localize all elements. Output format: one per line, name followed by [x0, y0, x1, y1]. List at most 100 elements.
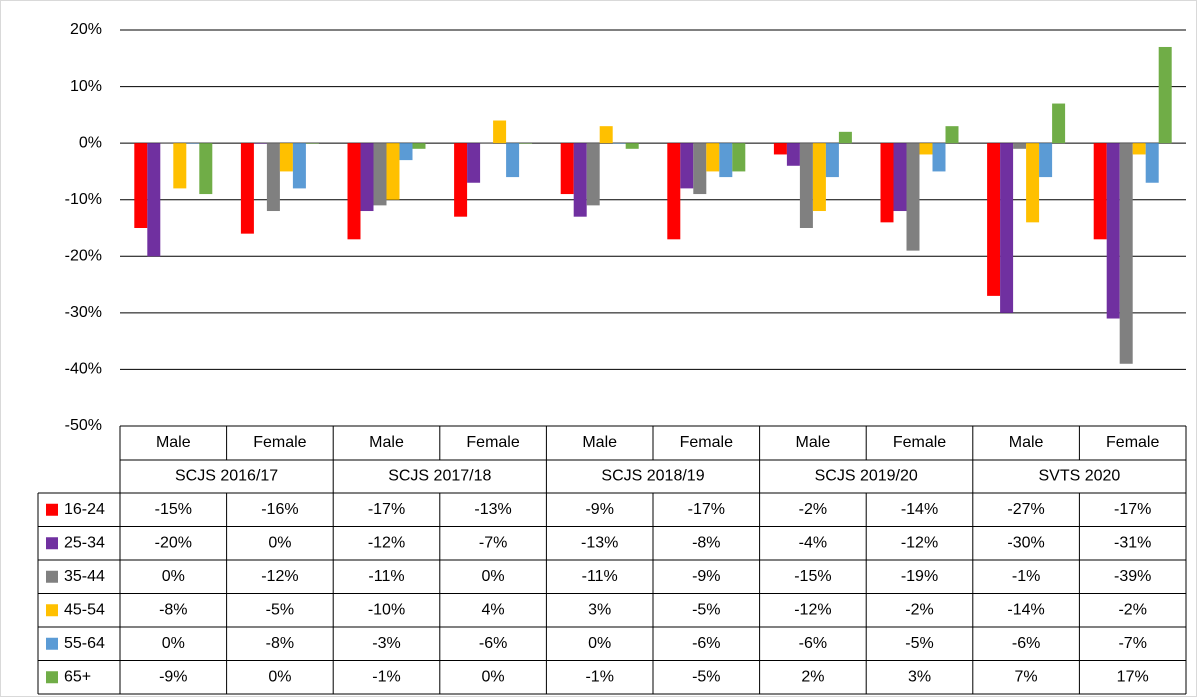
y-tick-label: -50%	[65, 417, 102, 434]
table-value: -12%	[901, 534, 938, 551]
table-value: -5%	[905, 635, 933, 652]
table-value: -2%	[905, 601, 933, 618]
bar	[786, 143, 800, 166]
table-value: 0%	[482, 568, 505, 585]
table-value: -39%	[1114, 568, 1151, 585]
bar	[347, 143, 361, 240]
x-tick-label: Female	[893, 434, 946, 451]
x-tick-label: Female	[253, 434, 306, 451]
bar	[880, 143, 894, 223]
table-value: -2%	[799, 501, 827, 518]
bar	[147, 143, 161, 257]
bar	[305, 143, 319, 144]
table-value: -7%	[1118, 635, 1146, 652]
bar	[1013, 143, 1027, 149]
bar	[1145, 143, 1159, 183]
bar	[1026, 143, 1040, 223]
bar	[412, 143, 426, 149]
table-value: -27%	[1007, 501, 1044, 518]
table-value: 0%	[268, 534, 291, 551]
bar	[454, 143, 468, 217]
x-tick-label: Female	[466, 434, 519, 451]
legend-key	[46, 671, 58, 684]
bar	[240, 143, 254, 234]
bar	[493, 120, 507, 144]
table-value: -8%	[692, 534, 720, 551]
legend-label: 45-54	[64, 601, 105, 618]
table-value: -6%	[692, 635, 720, 652]
table-value: -11%	[582, 568, 618, 585]
bar	[1052, 103, 1066, 144]
y-tick-label: -40%	[65, 361, 102, 378]
table-value: -8%	[266, 635, 294, 652]
table-value: -7%	[479, 534, 507, 551]
x-tick-label: Male	[582, 434, 617, 451]
table-value: -5%	[692, 601, 720, 618]
table-value: -9%	[585, 501, 613, 518]
table-value: -17%	[688, 501, 725, 518]
bar	[825, 143, 839, 178]
table-value: -14%	[1007, 601, 1044, 618]
bar	[373, 143, 387, 206]
table-value: 17%	[1117, 668, 1149, 685]
bar	[1132, 143, 1146, 155]
table-value: 3%	[588, 601, 611, 618]
bar	[480, 143, 494, 144]
group-label: SCJS 2017/18	[388, 468, 491, 485]
group-label: SVTS 2020	[1038, 468, 1120, 485]
bar	[732, 143, 746, 172]
bar	[1119, 143, 1133, 364]
table-value: 0%	[162, 568, 185, 585]
table-value: -1%	[1012, 568, 1040, 585]
bar	[599, 126, 613, 144]
legend-label: 65+	[64, 668, 91, 685]
table-value: -15%	[794, 568, 831, 585]
table-value: -1%	[585, 668, 613, 685]
table-value: -17%	[1114, 501, 1151, 518]
y-tick-label: -30%	[65, 304, 102, 321]
bar	[173, 143, 187, 189]
bar	[1106, 143, 1120, 319]
table-value: 0%	[482, 668, 505, 685]
bar	[586, 143, 600, 206]
table-value: 2%	[801, 668, 824, 685]
bar	[625, 143, 639, 149]
table-value: -9%	[692, 568, 720, 585]
table-value: -13%	[474, 501, 511, 518]
bar	[506, 143, 520, 178]
bar	[667, 143, 681, 240]
table-value: -6%	[799, 635, 827, 652]
bar	[266, 143, 280, 212]
bar	[799, 143, 813, 228]
group-label: SCJS 2018/19	[601, 468, 704, 485]
bar	[932, 143, 946, 172]
table-value: 3%	[908, 668, 931, 685]
legend-key	[46, 537, 58, 550]
x-tick-label: Female	[680, 434, 733, 451]
bar	[1158, 46, 1172, 144]
legend-key	[46, 604, 58, 617]
bar	[1093, 143, 1107, 240]
table-value: -6%	[1012, 635, 1040, 652]
legend-label: 35-44	[64, 568, 105, 585]
bar	[134, 143, 148, 228]
table-value: -5%	[692, 668, 720, 685]
table-value: 4%	[482, 601, 505, 618]
bar	[199, 143, 213, 195]
bar	[693, 143, 707, 195]
bar	[467, 143, 481, 183]
x-tick-label: Male	[156, 434, 191, 451]
y-tick-label: -10%	[65, 191, 102, 208]
table-value: -13%	[581, 534, 618, 551]
bar	[773, 143, 787, 155]
bar	[1000, 143, 1014, 313]
table-value: -9%	[159, 668, 187, 685]
bar	[1039, 143, 1053, 178]
table-value: -12%	[368, 534, 405, 551]
table-value: -12%	[794, 601, 831, 618]
legend-key	[46, 503, 58, 516]
table-value: -30%	[1007, 534, 1044, 551]
bar	[893, 143, 907, 212]
bar	[253, 143, 267, 144]
